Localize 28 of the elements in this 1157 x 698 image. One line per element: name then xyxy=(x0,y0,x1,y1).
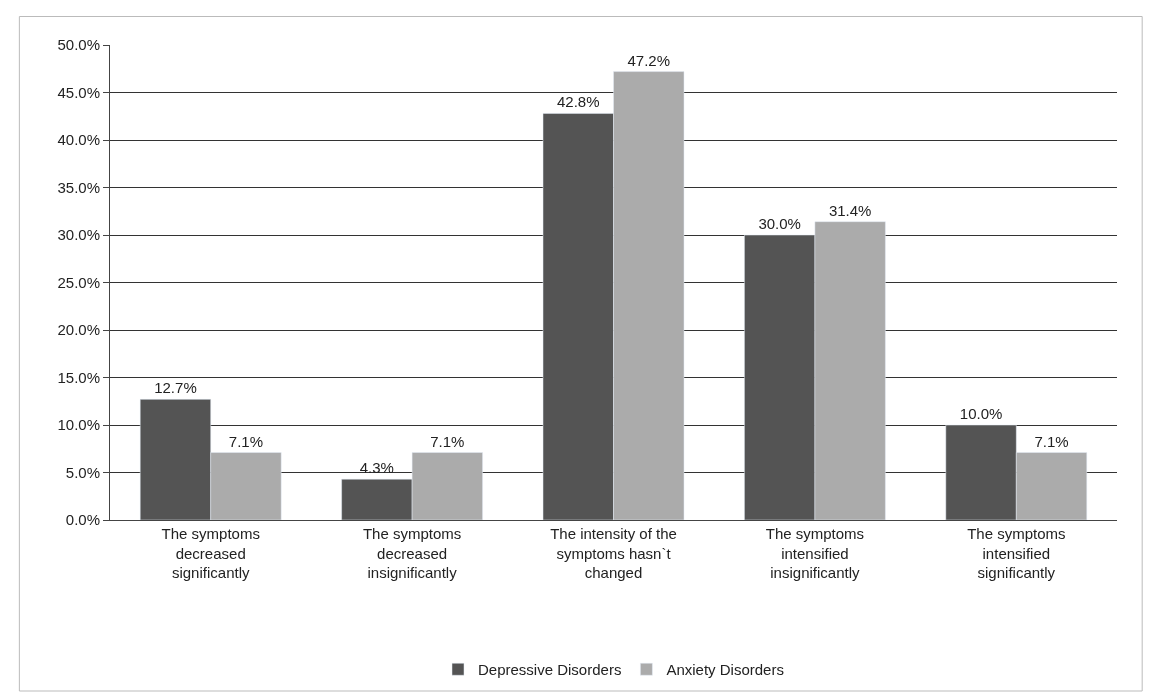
data-label: 47.2% xyxy=(627,51,671,69)
data-label: 7.1% xyxy=(1034,432,1069,450)
data-label: 7.1% xyxy=(228,432,264,450)
y-tick-label: 50.0% xyxy=(57,36,100,54)
x-tick-label: The symptoms decreased insignificantly xyxy=(362,525,462,581)
y-tick-label: 20.0% xyxy=(57,321,100,339)
data-label: 42.8% xyxy=(556,93,600,111)
y-tick-label: 45.0% xyxy=(57,83,100,101)
y-tick-label: 5.0% xyxy=(65,463,100,481)
x-tick-label: The symptoms intensified significantly xyxy=(967,525,1066,581)
y-tick-label: 15.0% xyxy=(57,368,100,386)
y-tick-label: 30.0% xyxy=(57,226,100,244)
x-tick-label: The intensity of the symptoms hasn`t changed xyxy=(550,525,677,581)
data-label: 7.1% xyxy=(430,432,465,450)
y-tick-label: 10.0% xyxy=(57,416,100,434)
y-tick-label: 25.0% xyxy=(57,273,100,291)
y-tick-label: 35.0% xyxy=(57,178,100,196)
x-tick-label: The symptoms intensified insignificantly xyxy=(765,525,865,581)
legend-label: Depressive Disorders xyxy=(478,661,622,679)
data-label: 10.0% xyxy=(959,405,1003,422)
y-tick-label: 0.0% xyxy=(65,511,100,529)
data-label: 31.4% xyxy=(828,201,872,219)
data-label: 4.3% xyxy=(359,459,394,477)
x-tick-label: The symptoms decreased significantly xyxy=(161,525,260,581)
data-label: 12.7% xyxy=(154,379,197,397)
data-label: 30.0% xyxy=(758,215,801,232)
y-tick-label: 40.0% xyxy=(57,131,100,149)
legend-label: Anxiety Disorders xyxy=(666,661,784,679)
